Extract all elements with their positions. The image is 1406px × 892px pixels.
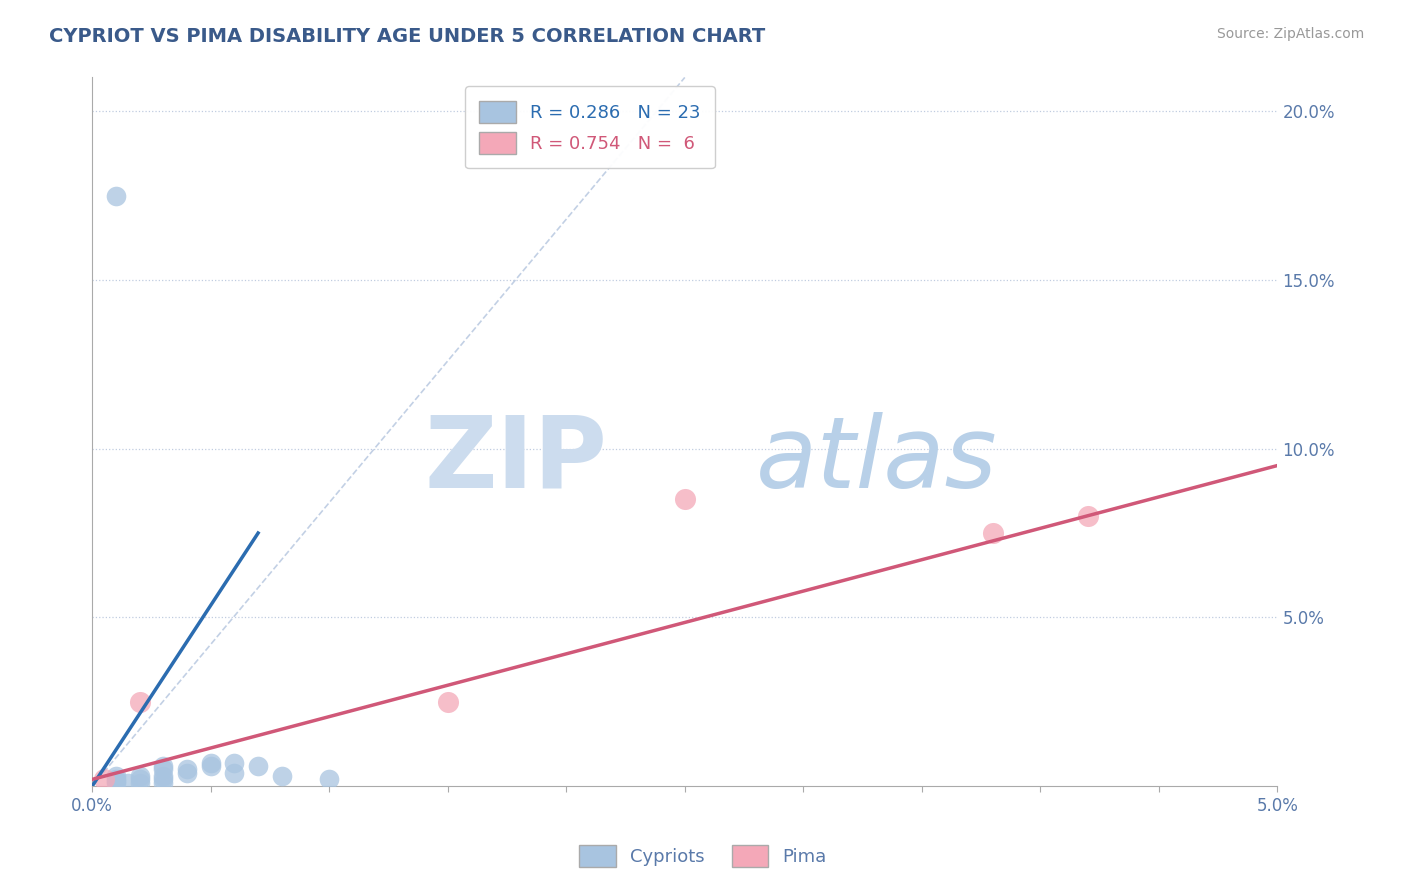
Point [318, 772, 340, 787]
Point [981, 526, 1004, 541]
Point [247, 759, 270, 773]
Point [128, 769, 150, 783]
Point [152, 776, 174, 790]
Point [104, 774, 127, 789]
Point [104, 188, 127, 202]
Legend: R = 0.286   N = 23, R = 0.754   N =  6: R = 0.286 N = 23, R = 0.754 N = 6 [465, 87, 714, 169]
Point [224, 756, 246, 770]
Text: CYPRIOT VS PIMA DISABILITY AGE UNDER 5 CORRELATION CHART: CYPRIOT VS PIMA DISABILITY AGE UNDER 5 C… [49, 27, 765, 45]
Point [176, 765, 198, 780]
Point [436, 695, 458, 709]
Point [152, 772, 174, 787]
Point [200, 756, 222, 770]
Point [673, 492, 696, 507]
Point [152, 762, 174, 776]
Point [152, 759, 174, 773]
Point [1077, 509, 1099, 524]
Legend: Cypriots, Pima: Cypriots, Pima [572, 838, 834, 874]
Point [270, 769, 292, 783]
Point [176, 762, 198, 776]
Point [93, 772, 115, 787]
Text: Source: ZipAtlas.com: Source: ZipAtlas.com [1216, 27, 1364, 41]
Point [128, 695, 150, 709]
Text: ZIP: ZIP [425, 411, 607, 508]
Point [104, 776, 127, 790]
Point [104, 769, 127, 783]
Point [117, 776, 139, 790]
Point [224, 765, 246, 780]
Point [152, 769, 174, 783]
Point [104, 772, 127, 787]
Text: atlas: atlas [756, 411, 997, 508]
Point [200, 759, 222, 773]
Point [128, 776, 150, 790]
Point [128, 772, 150, 787]
